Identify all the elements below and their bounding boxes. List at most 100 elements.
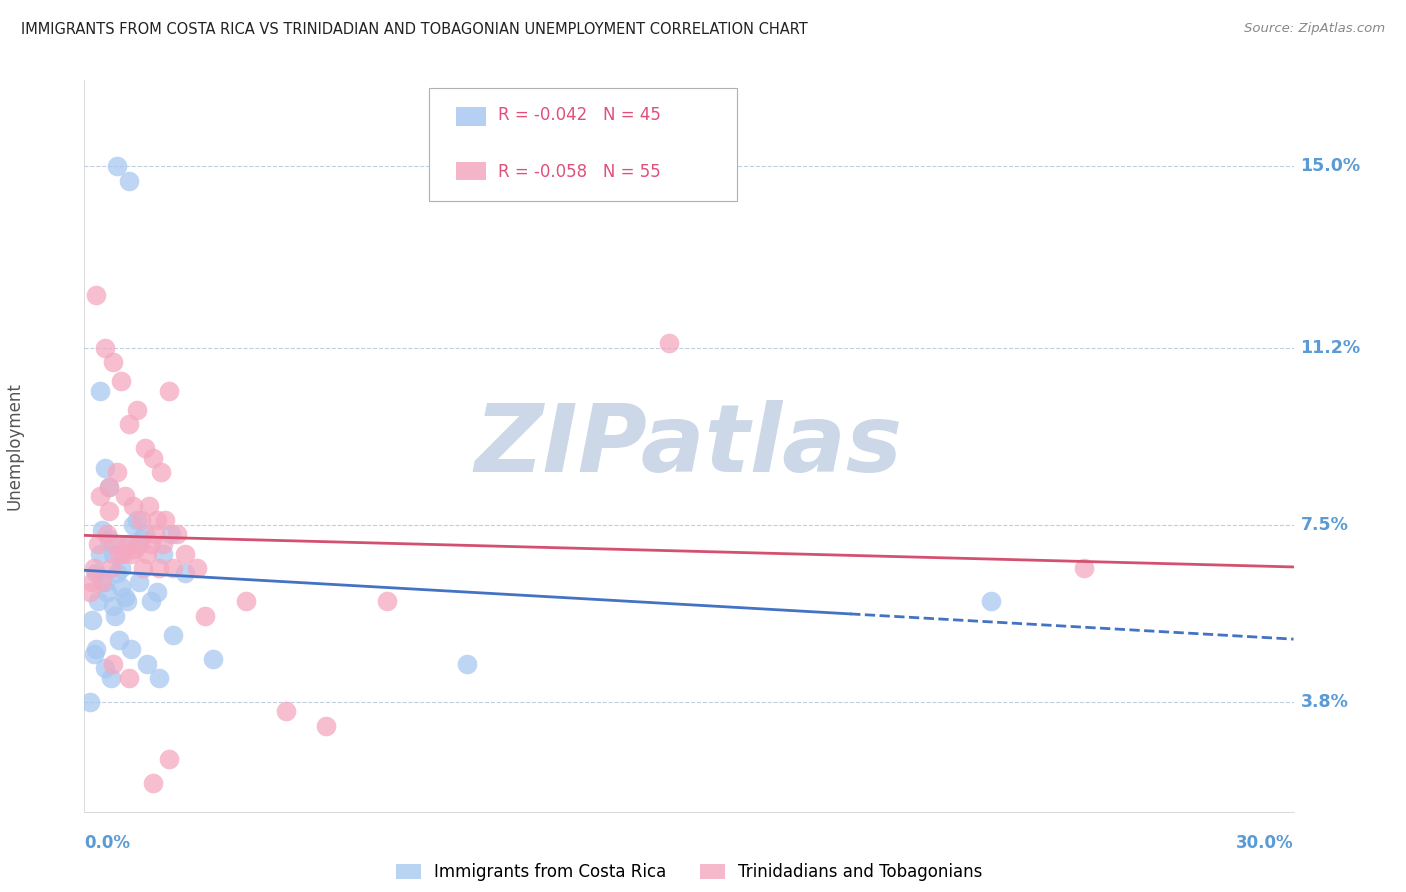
Point xyxy=(125,513,148,527)
Point xyxy=(139,594,162,608)
Legend: Immigrants from Costa Rica, Trinidadians and Tobagonians: Immigrants from Costa Rica, Trinidadians… xyxy=(389,856,988,888)
Point xyxy=(100,561,122,575)
Point xyxy=(235,594,257,608)
Point xyxy=(315,719,337,733)
Point xyxy=(152,537,174,551)
Point xyxy=(93,341,115,355)
Point xyxy=(162,561,184,575)
Point xyxy=(146,584,169,599)
Text: Unemployment: Unemployment xyxy=(6,382,22,510)
Point xyxy=(86,566,108,580)
Point xyxy=(87,594,110,608)
Point xyxy=(118,537,141,551)
Point xyxy=(97,480,120,494)
Point xyxy=(93,460,115,475)
Point xyxy=(87,537,110,551)
Point xyxy=(101,355,124,369)
Point xyxy=(139,537,162,551)
Point xyxy=(186,561,208,575)
Point xyxy=(142,776,165,790)
Text: 0.0%: 0.0% xyxy=(84,834,131,852)
Point xyxy=(83,561,105,575)
Point xyxy=(134,442,156,456)
Point xyxy=(96,584,118,599)
Point xyxy=(120,547,142,561)
FancyBboxPatch shape xyxy=(429,87,737,201)
Point xyxy=(101,657,124,671)
Point xyxy=(114,489,136,503)
Point xyxy=(105,465,128,479)
Point xyxy=(166,527,188,541)
Point xyxy=(143,527,166,541)
Point xyxy=(104,537,127,551)
Point xyxy=(128,537,150,551)
Point xyxy=(89,489,111,503)
Point xyxy=(149,465,172,479)
Point xyxy=(124,541,146,556)
Point xyxy=(146,513,169,527)
Point xyxy=(128,575,150,590)
Point xyxy=(456,657,478,671)
Text: 7.5%: 7.5% xyxy=(1301,516,1348,534)
Text: 15.0%: 15.0% xyxy=(1301,157,1361,176)
Point xyxy=(132,561,155,575)
Point xyxy=(79,584,101,599)
Bar xyxy=(456,107,486,126)
Point xyxy=(1073,561,1095,575)
Point xyxy=(658,336,681,351)
Point xyxy=(111,547,134,561)
Point xyxy=(89,547,111,561)
Point xyxy=(104,608,127,623)
Point xyxy=(274,704,297,718)
Point xyxy=(375,594,398,608)
Point xyxy=(86,288,108,302)
Point xyxy=(83,647,105,661)
Text: Source: ZipAtlas.com: Source: ZipAtlas.com xyxy=(1244,22,1385,36)
Point xyxy=(121,499,143,513)
Point xyxy=(110,561,132,575)
Text: R = -0.042   N = 45: R = -0.042 N = 45 xyxy=(498,106,661,124)
Text: 11.2%: 11.2% xyxy=(1301,339,1361,357)
Point xyxy=(101,547,124,561)
Point xyxy=(980,594,1002,608)
Point xyxy=(120,642,142,657)
Point xyxy=(91,523,114,537)
Bar xyxy=(456,162,486,180)
Point xyxy=(138,499,160,513)
Point xyxy=(174,566,197,580)
Text: 30.0%: 30.0% xyxy=(1236,834,1294,852)
Point xyxy=(202,651,225,665)
Point xyxy=(160,527,183,541)
Point xyxy=(135,657,157,671)
Point xyxy=(129,533,152,547)
Point xyxy=(89,384,111,398)
Text: IMMIGRANTS FROM COSTA RICA VS TRINIDADIAN AND TOBAGONIAN UNEMPLOYMENT CORRELATIO: IMMIGRANTS FROM COSTA RICA VS TRINIDADIA… xyxy=(21,22,808,37)
Point xyxy=(97,533,120,547)
Point xyxy=(107,632,129,647)
Point xyxy=(153,513,176,527)
Point xyxy=(93,661,115,675)
Point xyxy=(118,417,141,432)
Point xyxy=(97,480,120,494)
Text: ZIPatlas: ZIPatlas xyxy=(475,400,903,492)
Point xyxy=(96,527,118,541)
Point xyxy=(105,159,128,173)
Point xyxy=(135,547,157,561)
Point xyxy=(157,752,180,766)
Point xyxy=(157,384,180,398)
Point xyxy=(82,575,104,590)
Point xyxy=(79,695,101,709)
Point xyxy=(142,450,165,465)
Point xyxy=(118,671,141,685)
Point xyxy=(93,575,115,590)
Point xyxy=(97,503,120,517)
Point xyxy=(110,375,132,389)
Point xyxy=(115,594,138,608)
Point xyxy=(118,174,141,188)
Point xyxy=(114,590,136,604)
Point xyxy=(129,513,152,527)
Point xyxy=(101,599,124,614)
Point xyxy=(152,547,174,561)
Point xyxy=(121,517,143,532)
Point xyxy=(148,561,170,575)
